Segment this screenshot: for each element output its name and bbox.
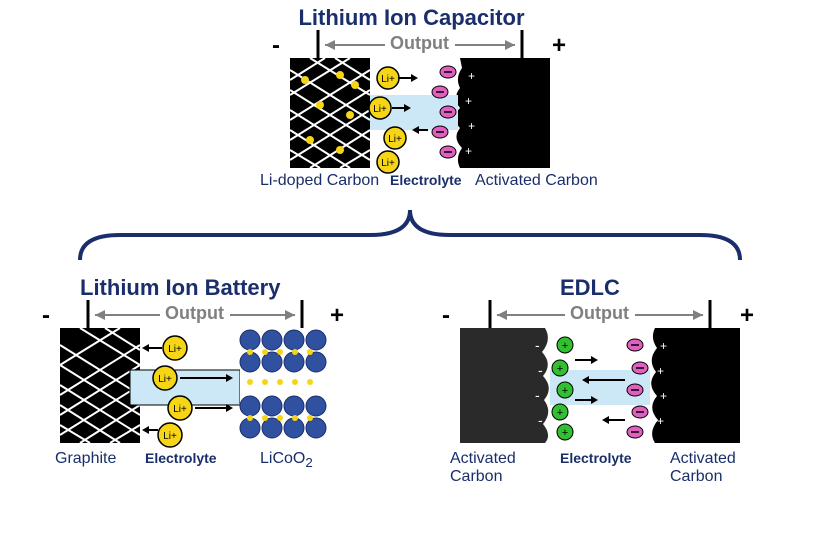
edlc-plus: + bbox=[740, 302, 754, 330]
connecting-brace bbox=[60, 200, 760, 270]
lib-plus: + bbox=[330, 302, 344, 330]
lib-mid-label: Electrolyte bbox=[145, 450, 217, 466]
edlc-left-label: Activated Carbon bbox=[450, 450, 516, 486]
lib-minus: - bbox=[42, 302, 50, 330]
edlc-title: EDLC bbox=[560, 275, 620, 301]
svg-text:-: - bbox=[538, 412, 543, 428]
edlc-output: Output bbox=[570, 303, 629, 324]
svg-text:-: - bbox=[535, 387, 540, 403]
lic-mid-label: Electrolyte bbox=[390, 172, 462, 188]
svg-text:Li+: Li+ bbox=[373, 104, 387, 115]
edlc-right-label: Activated Carbon bbox=[670, 450, 736, 486]
lic-output: Output bbox=[390, 33, 449, 54]
lic-right-label: Activated Carbon bbox=[475, 172, 598, 190]
lib-title: Lithium Ion Battery bbox=[80, 275, 280, 301]
svg-text:Li+: Li+ bbox=[381, 74, 395, 85]
svg-text:-: - bbox=[535, 337, 540, 353]
svg-text:Li+: Li+ bbox=[168, 344, 182, 355]
lic-title: Lithium Ion Capacitor bbox=[0, 5, 823, 31]
svg-text:+: + bbox=[660, 339, 667, 353]
lic-plus: + bbox=[552, 32, 566, 60]
lib-left-label: Graphite bbox=[55, 450, 116, 468]
svg-text:+: + bbox=[657, 364, 664, 378]
svg-text:+: + bbox=[557, 363, 563, 375]
svg-text:Li+: Li+ bbox=[381, 158, 395, 169]
svg-text:+: + bbox=[557, 407, 563, 419]
svg-text:+: + bbox=[660, 389, 667, 403]
svg-text:Li+: Li+ bbox=[163, 431, 177, 442]
svg-text:+: + bbox=[562, 385, 568, 397]
lic-left-label: Li-doped Carbon bbox=[260, 172, 379, 190]
svg-text:+: + bbox=[562, 340, 568, 352]
lib-right-label: LiCoO2 bbox=[260, 450, 313, 470]
edlc-mid-label: Electrolyte bbox=[560, 450, 632, 466]
svg-text:-: - bbox=[538, 362, 543, 378]
svg-text:+: + bbox=[657, 414, 664, 428]
svg-text:+: + bbox=[468, 69, 475, 83]
svg-text:Li+: Li+ bbox=[173, 404, 187, 415]
svg-text:Li+: Li+ bbox=[158, 374, 172, 385]
lib-output: Output bbox=[165, 303, 224, 324]
svg-text:+: + bbox=[465, 144, 472, 158]
svg-text:Li+: Li+ bbox=[388, 134, 402, 145]
lic-minus: - bbox=[272, 32, 280, 60]
svg-text:+: + bbox=[562, 427, 568, 439]
svg-text:+: + bbox=[465, 94, 472, 108]
edlc-minus: - bbox=[442, 302, 450, 330]
svg-text:+: + bbox=[468, 119, 475, 133]
